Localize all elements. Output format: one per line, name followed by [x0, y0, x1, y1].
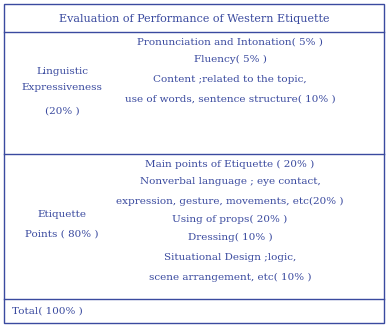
Text: Points ( 80% ): Points ( 80% ) [25, 230, 99, 239]
Text: (20% ): (20% ) [45, 107, 79, 115]
Text: Evaluation of Performance of Western Etiquette: Evaluation of Performance of Western Eti… [59, 14, 329, 24]
Text: scene arrangement, etc( 10% ): scene arrangement, etc( 10% ) [149, 272, 311, 282]
Text: expression, gesture, movements, etc(20% ): expression, gesture, movements, etc(20% … [116, 197, 344, 206]
Text: Total( 100% ): Total( 100% ) [12, 306, 83, 316]
Text: Pronunciation and Intonation( 5% ): Pronunciation and Intonation( 5% ) [137, 38, 323, 46]
Text: Using of props( 20% ): Using of props( 20% ) [172, 215, 288, 224]
Text: Dressing( 10% ): Dressing( 10% ) [188, 232, 272, 242]
Text: Content ;related to the topic,: Content ;related to the topic, [153, 76, 307, 84]
Text: Nonverbal language ; eye contact,: Nonverbal language ; eye contact, [140, 178, 320, 186]
Text: Main points of Etiquette ( 20% ): Main points of Etiquette ( 20% ) [146, 160, 315, 168]
Text: Etiquette: Etiquette [38, 210, 87, 219]
Text: use of words, sentence structure( 10% ): use of words, sentence structure( 10% ) [125, 95, 335, 104]
Text: Linguistic: Linguistic [36, 66, 88, 76]
Text: Situational Design ;logic,: Situational Design ;logic, [164, 252, 296, 262]
Text: Fluency( 5% ): Fluency( 5% ) [194, 54, 267, 63]
Text: Expressiveness: Expressiveness [22, 83, 102, 93]
